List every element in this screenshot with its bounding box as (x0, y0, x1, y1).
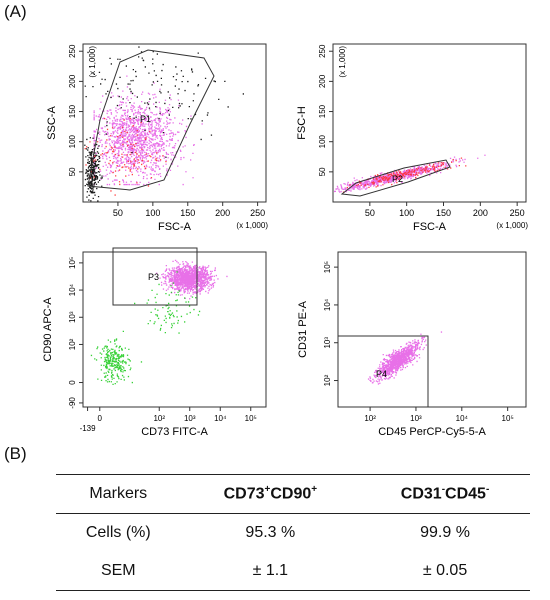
y-tick-label: 250 (68, 44, 77, 58)
x-axis-label: FSC-A (413, 221, 447, 233)
plot-cd45-cd31-points (367, 331, 443, 385)
y-axis-label: SSC-A (46, 106, 58, 140)
x-tick-label: 0 (98, 414, 103, 423)
plot1-frame (82, 43, 267, 203)
header-cd31-cd45: CD31-CD45- (400, 484, 490, 503)
x-tick-label: 10² (153, 414, 165, 423)
x-tick-label: 10⁴ (214, 414, 227, 423)
plot3-frame (82, 251, 267, 408)
x-axis-label: FSC-A (158, 221, 192, 233)
population-red (342, 157, 467, 193)
y-axis-label: CD31 PE-A (297, 300, 309, 358)
y-tick-label: 0 (68, 380, 77, 385)
population-pink (156, 259, 228, 300)
x-tick-label: 150 (180, 208, 195, 218)
gate-p2-outline (340, 159, 451, 197)
gate-p1-label: P1 (140, 114, 151, 124)
x-tick-label: 250 (250, 208, 265, 218)
x-tick-label: 10⁴ (456, 414, 469, 423)
panel-b-label: (B) (4, 444, 27, 463)
x-tick-label: 250 (510, 208, 525, 218)
y-tick-label: 10⁴ (323, 298, 332, 311)
gate-p1-outline (87, 49, 215, 191)
row-label-cells: Cells (%) (85, 524, 151, 541)
flow-cytometry-figure: P1 P2 P3 P4 FSC-A SSC-A 50 100 150 200 250 50 100 15… (42, 43, 528, 438)
y-multiplier: (x 1,000) (88, 46, 97, 78)
x-tick-label: 100 (399, 208, 414, 218)
y-tick-label: 150 (68, 104, 77, 118)
y-tick-label: -90 (68, 397, 77, 409)
population-pink (367, 331, 443, 385)
population-red (84, 118, 167, 196)
panel-a-label: (A) (4, 2, 27, 21)
gate-p4-label: P4 (376, 369, 387, 379)
population-green (134, 271, 201, 334)
x-tick-label: 10⁵ (245, 414, 257, 423)
y-tick-label: 100 (68, 134, 77, 148)
gate-p2-label: P2 (392, 174, 403, 184)
scatter-points (84, 46, 486, 385)
x-tick-label: 50 (365, 208, 375, 218)
plot-fsc-ssc-points (84, 46, 244, 202)
y-axis-label: FSC-H (296, 106, 308, 140)
population-black (84, 137, 103, 202)
y-tick-label: 50 (68, 167, 77, 176)
x-tick-label: 200 (473, 208, 488, 218)
x-tick-label: 50 (113, 208, 123, 218)
y-tick-label: 10⁵ (68, 257, 77, 269)
x-axis-label: CD45 PerCP-Cy5-5-A (378, 426, 486, 438)
y-tick-label: 10⁴ (68, 283, 77, 296)
cell-cells-col2: 99.9 % (420, 524, 470, 541)
header-cd73-cd90: CD73+CD90+ (223, 484, 318, 503)
header-markers: Markers (89, 485, 148, 502)
gate-p3-outline (112, 247, 198, 306)
y-axis-label: CD90 APC-A (42, 297, 54, 362)
plot4-frame (337, 251, 527, 408)
y-tick-label: 10² (323, 374, 332, 386)
x-tick-label: 100 (145, 208, 160, 218)
y-tick-label: 50 (318, 167, 327, 176)
table-row: SEM ± 1.1 ± 0.05 (56, 552, 530, 591)
gates: P1 P2 P3 P4 (87, 49, 451, 408)
cell-sem-col1: ± 1.1 (252, 562, 289, 579)
y-tick-label: 10⁵ (323, 261, 332, 273)
population-black (84, 46, 244, 158)
axes: FSC-A SSC-A 50 100 150 200 250 50 100 150 200 250 (x… (42, 44, 528, 438)
x-tick-label: 10³ (410, 414, 422, 423)
plot-fsca-fsch-points (334, 154, 486, 193)
y-tick-label: 10³ (323, 337, 332, 349)
plot2-frame (332, 43, 527, 203)
y-tick-label: 10² (68, 338, 77, 350)
y-tick-label: 150 (318, 104, 327, 118)
population-green (90, 330, 143, 385)
x-tick-label: 200 (215, 208, 230, 218)
markers-table: Markers CD73+CD90+ CD31-CD45- Cells (%) … (56, 474, 530, 591)
x-tick-label: 10⁵ (502, 414, 514, 423)
y-tick-label: 200 (318, 74, 327, 88)
x-tick-label: 150 (436, 208, 451, 218)
y-tick-label: 200 (68, 74, 77, 88)
y-tick-label: 250 (318, 44, 327, 58)
y-tick-label: 100 (318, 134, 327, 148)
row-label-sem: SEM (100, 562, 136, 579)
x-multiplier: (x 1,000) (496, 221, 528, 230)
cell-sem-col2: ± 0.05 (422, 562, 468, 579)
population-pink (334, 154, 486, 193)
x-tick-label: 10² (364, 414, 376, 423)
table-row: Cells (%) 95.3 % 99.9 % (56, 513, 530, 553)
y-tick-label: 10³ (68, 311, 77, 323)
gate-p4-outline (337, 335, 429, 408)
x-tick-label: -139 (80, 424, 97, 433)
plot-cd73-cd90-points (90, 259, 228, 385)
y-multiplier: (x 1,000) (338, 46, 347, 78)
x-axis-label: CD73 FITC-A (141, 426, 208, 438)
x-tick-label: 10³ (184, 414, 196, 423)
cell-cells-col1: 95.3 % (245, 524, 296, 541)
gate-p3-label: P3 (148, 272, 159, 282)
population-pink (93, 75, 203, 186)
x-multiplier: (x 1,000) (236, 221, 268, 230)
